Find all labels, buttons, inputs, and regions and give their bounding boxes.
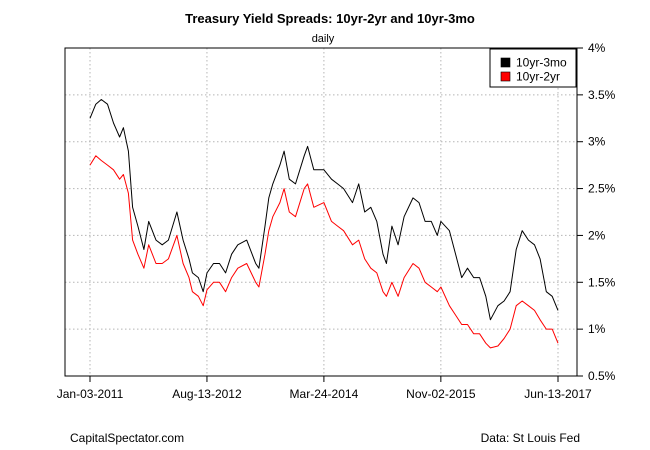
x-tick-label: Nov-02-2015 (406, 387, 476, 401)
y-tick-label: 3% (588, 135, 606, 149)
series-lines (89, 99, 559, 349)
grid-lines (65, 47, 577, 377)
series-line-10yr-2yr (89, 155, 559, 349)
legend-label-10yr-3mo: 10yr-3mo (516, 56, 567, 70)
y-tick-label: 1% (588, 322, 606, 336)
x-tick-label: Mar-24-2014 (290, 387, 359, 401)
legend-label-10yr-2yr: 10yr-2yr (516, 70, 560, 84)
y-tick-label: 2.5% (588, 182, 616, 196)
y-tick-label: 3.5% (588, 88, 616, 102)
y-tick-label: 2% (588, 228, 606, 242)
plot-frame (64, 47, 578, 377)
x-tick-label: Jun-13-2017 (524, 387, 592, 401)
x-axis: Jan-03-2011 Aug-13-2012 Mar-24-2014 Nov-02-… (57, 376, 592, 401)
y-tick-label: 1.5% (588, 275, 616, 289)
x-tick-label: Jan-03-2011 (57, 387, 124, 401)
x-tick-label: Aug-13-2012 (172, 387, 242, 401)
legend-swatch-10yr-3mo (500, 57, 511, 68)
y-axis: 0.5% 1% 1.5% 2% 2.5% 3% 3.5% 4% (577, 41, 616, 383)
legend-swatch-10yr-2yr (500, 71, 511, 82)
series-line-10yr-3mo (89, 99, 559, 321)
chart-subtitle: daily (312, 33, 335, 45)
footer-source-site: CapitalSpectator.com (70, 431, 184, 445)
footer-data-credit: Data: St Louis Fed (481, 431, 580, 445)
y-tick-label: 4% (588, 41, 606, 55)
legend: 10yr-3mo 10yr-2yr (489, 48, 577, 88)
y-tick-label: 0.5% (588, 369, 616, 383)
chart-title: Treasury Yield Spreads: 10yr-2yr and 10y… (185, 11, 475, 26)
